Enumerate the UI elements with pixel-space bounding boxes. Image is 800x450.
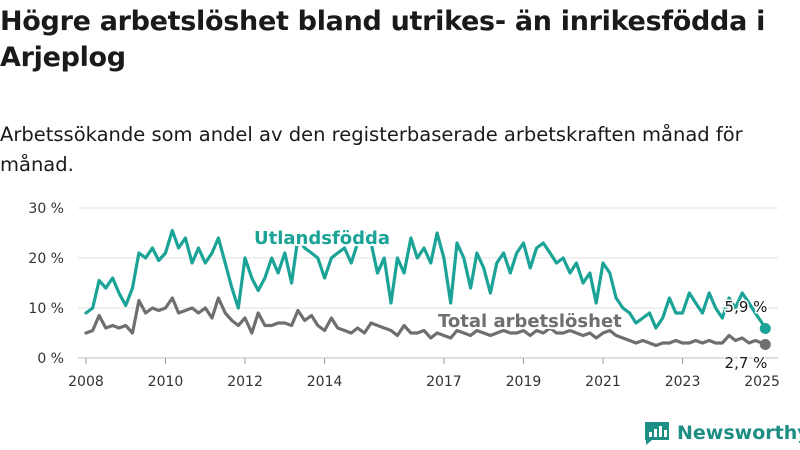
x-tick-label: 2023 <box>665 374 701 390</box>
chart-title: Högre arbetslöshet bland utrikes- än inr… <box>0 6 766 73</box>
y-tick-label: 0 % <box>37 351 64 367</box>
series-line-utlandsfodda <box>84 228 767 331</box>
newsworthy-logo-icon <box>645 422 669 445</box>
end-point-utlandsfodda <box>759 323 771 334</box>
series-line-total <box>84 296 767 348</box>
x-tick-label: 2025 <box>744 374 780 390</box>
newsworthy-logo-text: Newsworthy <box>677 422 800 444</box>
x-tick-label: 2019 <box>506 374 542 390</box>
end-point-total <box>759 339 771 350</box>
series-label-total: Total arbetslöshet <box>438 311 622 332</box>
series-label-utlandsfodda: Utlandsfödda <box>254 228 390 249</box>
y-tick-label: 30 % <box>28 201 64 217</box>
end-label-utlandsfodda: 5,9 % <box>725 298 768 316</box>
chart-subtitle: Arbetssökande som andel av den registerb… <box>0 123 743 176</box>
x-tick-label: 2010 <box>148 374 184 390</box>
x-tick-label: 2014 <box>307 374 343 390</box>
x-tick-label: 2012 <box>227 374 263 390</box>
x-tick-label: 2008 <box>68 374 104 390</box>
y-tick-label: 10 % <box>28 301 64 317</box>
y-tick-label: 20 % <box>28 251 64 267</box>
x-tick-label: 2017 <box>426 374 462 390</box>
newsworthy-logo: Newsworthy <box>643 420 800 446</box>
end-label-total: 2,7 % <box>725 354 768 372</box>
x-tick-label: 2021 <box>585 374 621 390</box>
